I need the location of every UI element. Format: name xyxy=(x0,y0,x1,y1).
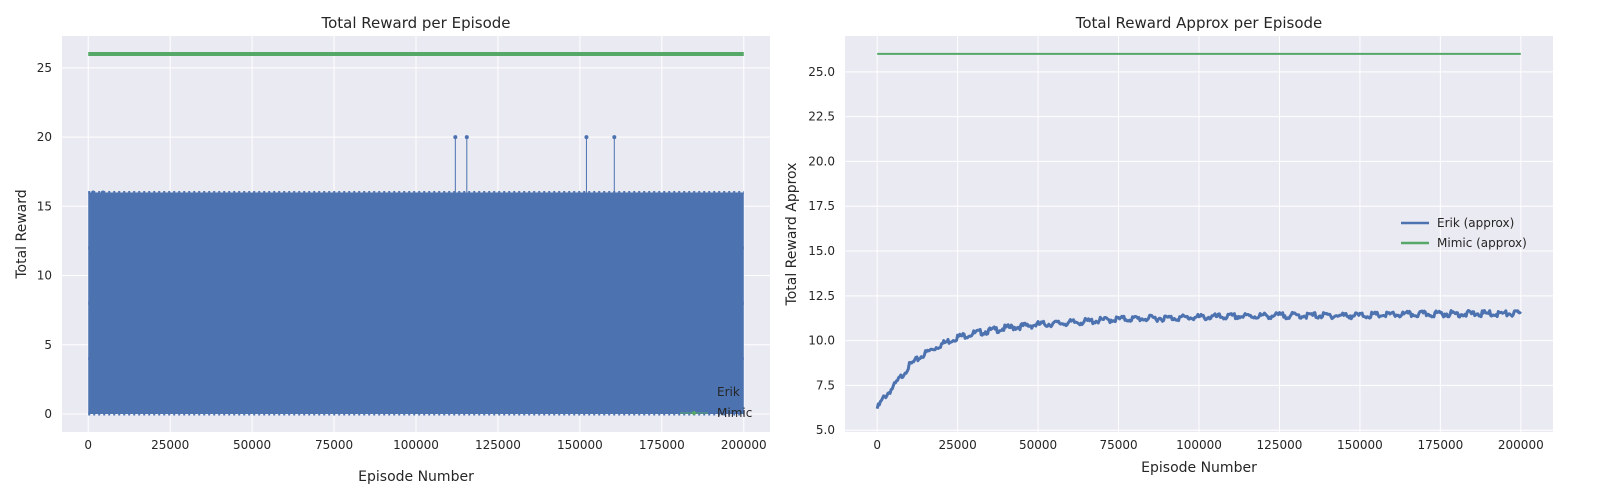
chart-1-x-tick-label: 200000 xyxy=(721,438,767,452)
chart-1-x-tick-label: 150000 xyxy=(557,438,603,452)
chart-1-y-tick-label: 15 xyxy=(37,199,52,213)
chart-1-x-tick-label: 25000 xyxy=(151,438,189,452)
chart-1-y-tick-label: 5 xyxy=(44,338,52,352)
erik-point xyxy=(612,135,617,140)
chart-2-y-tick-label: 12.5 xyxy=(808,289,835,303)
chart-1-legend-marker-erik xyxy=(692,390,696,394)
chart-1-y-ticks: 0 5 10 15 20 25 xyxy=(37,61,52,421)
chart-2-x-tick-label: 100000 xyxy=(1176,438,1222,452)
chart-2-grid xyxy=(845,36,1553,432)
chart-2-x-tick-label: 150000 xyxy=(1337,438,1383,452)
erik-approx-series-line xyxy=(875,309,1522,410)
chart-1-x-axis-label: Episode Number xyxy=(358,469,474,485)
chart-2-y-tick-label: 7.5 xyxy=(816,378,835,392)
chart-2-x-ticks: 0 25000 50000 75000 100000 125000 150000 175000… xyxy=(873,438,1543,452)
erik-point xyxy=(584,135,589,140)
chart-2-y-ticks: 5.0 7.5 10.0 12.5 15.0 17.5 20.0 22.5 25.0 xyxy=(808,65,835,437)
chart-1-legend-label-mimic: Mimic xyxy=(717,406,752,420)
erik-point xyxy=(91,190,96,195)
chart-2-x-tick-label: 50000 xyxy=(1019,438,1057,452)
erik-point xyxy=(100,190,105,195)
chart-2-y-tick-label: 25.0 xyxy=(808,65,835,79)
chart-2-legend-label-mimic: Mimic (approx) xyxy=(1437,236,1527,250)
chart-2-x-tick-label: 125000 xyxy=(1257,438,1303,452)
chart-2-legend-label-erik: Erik (approx) xyxy=(1437,216,1514,230)
chart-1-x-tick-label: 100000 xyxy=(393,438,439,452)
chart-2-y-tick-label: 10.0 xyxy=(808,334,835,348)
chart-2-x-tick-label: 25000 xyxy=(939,438,977,452)
chart-2-title: Total Reward Approx per Episode xyxy=(1075,14,1323,32)
erik-series-band xyxy=(88,192,744,414)
chart-1-y-tick-label: 20 xyxy=(37,130,52,144)
chart-1-title: Total Reward per Episode xyxy=(320,14,510,32)
chart-2-y-tick-label: 17.5 xyxy=(808,199,835,213)
chart-2-x-tick-label: 0 xyxy=(873,438,881,452)
chart-2-y-tick-label: 5.0 xyxy=(816,423,835,437)
chart-2-x-axis-label: Episode Number xyxy=(1141,460,1257,476)
erik-point xyxy=(453,135,458,140)
chart-2-marks xyxy=(875,52,1522,410)
chart-1-y-tick-label: 10 xyxy=(37,269,52,283)
chart-2-y-axis-label: Total Reward Approx xyxy=(784,163,800,307)
chart-2-x-tick-label: 175000 xyxy=(1417,438,1463,452)
chart-1-x-tick-label: 175000 xyxy=(639,438,685,452)
chart-1-legend-marker-mimic xyxy=(692,411,696,415)
chart-1-y-axis-label: Total Reward xyxy=(14,189,30,279)
chart-1-x-tick-label: 75000 xyxy=(315,438,353,452)
chart-1-x-tick-label: 125000 xyxy=(475,438,521,452)
chart-1-legend: Erik Mimic xyxy=(680,385,752,420)
chart-1-y-tick-label: 0 xyxy=(44,407,52,421)
chart-1-y-tick-label: 25 xyxy=(37,61,52,75)
chart-1-x-tick-label: 50000 xyxy=(233,438,271,452)
chart-2-y-tick-label: 20.0 xyxy=(808,154,835,168)
chart-1-x-tick-label: 0 xyxy=(84,438,92,452)
chart-2-legend: Erik (approx) Mimic (approx) xyxy=(1401,216,1527,250)
chart-2-y-tick-label: 22.5 xyxy=(808,110,835,124)
chart-2-x-tick-label: 200000 xyxy=(1498,438,1544,452)
chart-1: 0 25000 50000 75000 100000 125000 150000 175000… xyxy=(14,14,770,485)
chart-2-x-tick-label: 75000 xyxy=(1099,438,1137,452)
chart-2: 0 25000 50000 75000 100000 125000 150000 175000… xyxy=(784,14,1553,476)
chart-1-legend-label-erik: Erik xyxy=(717,385,740,399)
chart-1-marks xyxy=(88,52,744,416)
chart-2-y-tick-label: 15.0 xyxy=(808,244,835,258)
erik-point xyxy=(464,135,469,140)
chart-1-x-ticks: 0 25000 50000 75000 100000 125000 150000 175000… xyxy=(84,438,766,452)
